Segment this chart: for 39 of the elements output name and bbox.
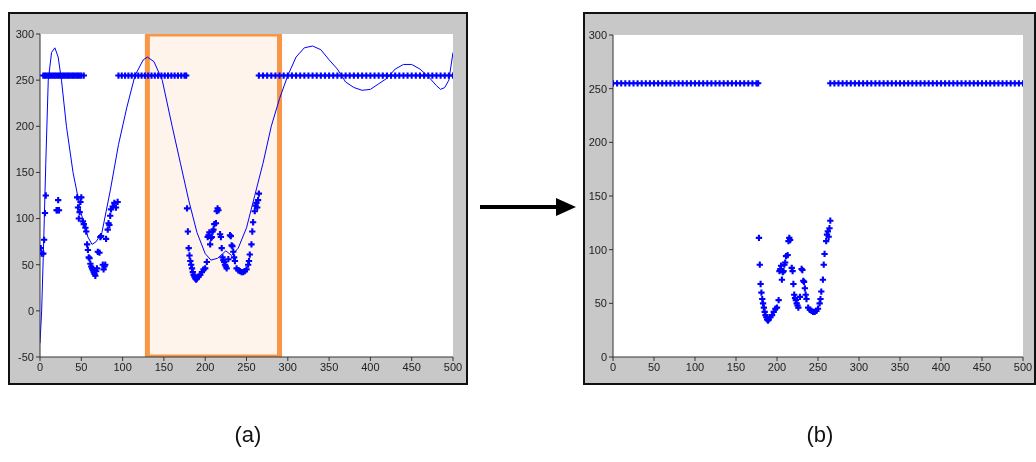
x-tick-label: 300 <box>849 360 869 373</box>
x-tick-label: 250 <box>237 360 256 373</box>
y-tick-label: 50 <box>21 258 34 271</box>
y-tick-label: 250 <box>588 82 607 95</box>
text: (b) <box>805 422 835 448</box>
y-tick-label: 200 <box>15 120 34 133</box>
x-tick-label: 350 <box>890 360 910 373</box>
y-tick-label: 100 <box>15 212 34 225</box>
y-tick-label: 200 <box>588 136 607 149</box>
x-tick-label: 450 <box>972 360 992 373</box>
x-tick-label: 200 <box>196 360 215 373</box>
y-tick-label: 0 <box>27 304 34 317</box>
x-tick-label: 0 <box>36 360 44 373</box>
x-tick-label: 400 <box>931 360 951 373</box>
x-tick-label: 400 <box>361 360 380 373</box>
y-tick-label: 150 <box>15 166 34 179</box>
x-tick-label: 150 <box>154 360 174 373</box>
y-tick-label: 250 <box>15 74 34 87</box>
x-tick-label: 350 <box>319 360 339 373</box>
x-tick-label: 100 <box>113 360 132 373</box>
x-tick-label: 50 <box>647 360 661 373</box>
x-tick-label: 150 <box>726 360 746 373</box>
x-tick-label: 100 <box>685 360 705 373</box>
y-tick-label: 300 <box>588 28 607 41</box>
x-tick-label: 300 <box>278 360 297 373</box>
y-tick-label: 50 <box>594 297 607 310</box>
y-tick-label: 300 <box>15 27 34 40</box>
y-tick-label: 100 <box>588 243 607 256</box>
x-tick-label: 500 <box>1013 360 1033 373</box>
x-tick-label: 450 <box>402 360 421 373</box>
x-tick-label: 200 <box>767 360 787 373</box>
y-tick-label: 150 <box>588 189 607 202</box>
y-tick-label: 0 <box>600 350 607 363</box>
x-tick-label: 50 <box>75 360 88 373</box>
y-tick-label: -50 <box>18 350 34 363</box>
text: (a) <box>233 422 263 448</box>
x-tick-label: 0 <box>609 360 617 373</box>
x-tick-label: 500 <box>443 360 463 373</box>
x-tick-label: 250 <box>808 360 828 373</box>
